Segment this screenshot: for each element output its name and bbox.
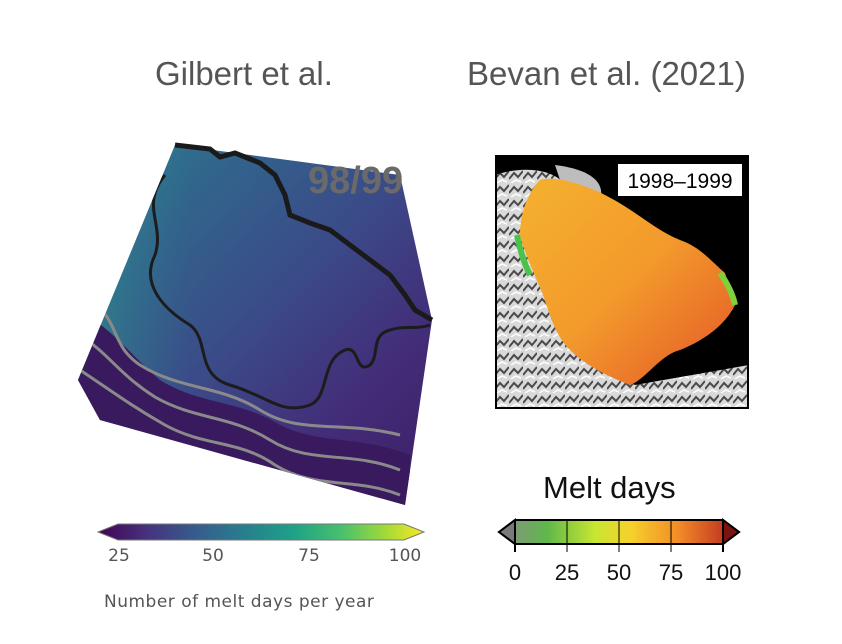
right-panel-title: Bevan et al. (2021): [467, 55, 746, 92]
grounding-line: [148, 174, 431, 410]
left-colorbar-tick: 25: [108, 546, 130, 566]
left-colorbar-title: Number of melt days per year: [104, 592, 375, 612]
left-colorbar-tick: 75: [298, 546, 320, 566]
right-melt-map: 1998–1999: [495, 155, 749, 409]
right-colorbar-tick: 0: [508, 560, 522, 585]
right-year-label: 1998–1999: [627, 170, 732, 193]
right-colorbar: [497, 518, 741, 552]
left-colorbar-tick: 100: [388, 546, 422, 566]
right-year-label-box: [616, 162, 744, 198]
left-year-label: 98/99: [308, 160, 403, 202]
right-map-melt-area: [520, 178, 735, 385]
right-colorbar-tick: 50: [606, 560, 632, 585]
left-colorbar: [96, 523, 426, 541]
right-colorbar-tick: 25: [554, 560, 580, 585]
left-panel-title: Gilbert et al.: [155, 55, 333, 92]
contour-line: [79, 333, 401, 472]
contour-line: [89, 298, 401, 437]
right-colorbar-title: Melt days: [543, 470, 676, 505]
right-colorbar-tick: 75: [658, 560, 684, 585]
left-colorbar-tick: 50: [202, 546, 224, 566]
left-melt-map: 98/99: [78, 142, 434, 505]
right-colorbar-tick: 100: [704, 560, 742, 585]
coastline: [174, 142, 434, 323]
contour-line: [79, 368, 401, 497]
